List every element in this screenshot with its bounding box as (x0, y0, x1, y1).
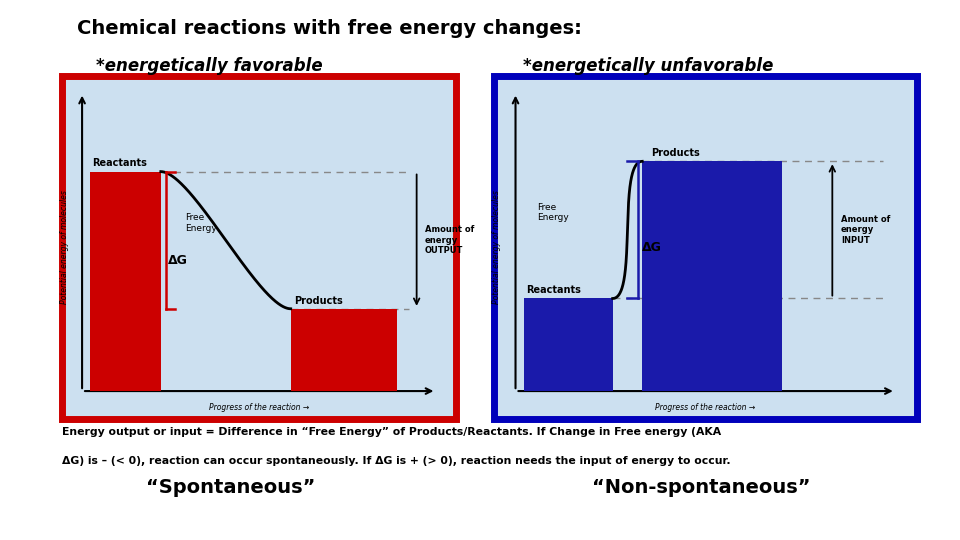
Text: *energetically unfavorable: *energetically unfavorable (523, 57, 774, 75)
Bar (524, 299, 612, 391)
Text: Potential energy of molecules: Potential energy of molecules (492, 190, 501, 304)
Text: “Non-spontaneous”: “Non-spontaneous” (591, 478, 810, 497)
Text: Progress of the reaction →: Progress of the reaction → (656, 403, 756, 411)
Bar (62, 76, 456, 418)
Text: Potential energy of molecules: Potential energy of molecules (60, 190, 69, 304)
Text: *energetically favorable: *energetically favorable (96, 57, 323, 75)
Text: Free
Energy: Free Energy (185, 213, 217, 233)
Text: Products: Products (651, 148, 700, 158)
Text: Amount of
energy
OUTPUT: Amount of energy OUTPUT (424, 225, 474, 255)
Text: Free
Energy: Free Energy (537, 203, 568, 222)
Bar (494, 76, 917, 418)
Text: Progress of the reaction →: Progress of the reaction → (209, 403, 309, 411)
Text: Products: Products (295, 295, 344, 306)
Text: Reactants: Reactants (526, 285, 581, 295)
Text: Energy output or input = Difference in “Free Energy” of Products/Reactants. If C: Energy output or input = Difference in “… (62, 427, 722, 437)
Bar (90, 172, 161, 391)
Text: Amount of
energy
INPUT: Amount of energy INPUT (841, 215, 890, 245)
Text: Reactants: Reactants (92, 158, 147, 168)
Bar (642, 161, 781, 391)
Text: “Spontaneous”: “Spontaneous” (146, 478, 315, 497)
Bar (291, 309, 397, 391)
Text: Chemical reactions with free energy changes:: Chemical reactions with free energy chan… (77, 19, 582, 38)
Text: ΔG: ΔG (167, 254, 187, 267)
Text: ΔG: ΔG (642, 240, 662, 254)
Text: ΔG) is – (< 0), reaction can occur spontaneously. If ΔG is + (> 0), reaction nee: ΔG) is – (< 0), reaction can occur spont… (62, 456, 731, 467)
